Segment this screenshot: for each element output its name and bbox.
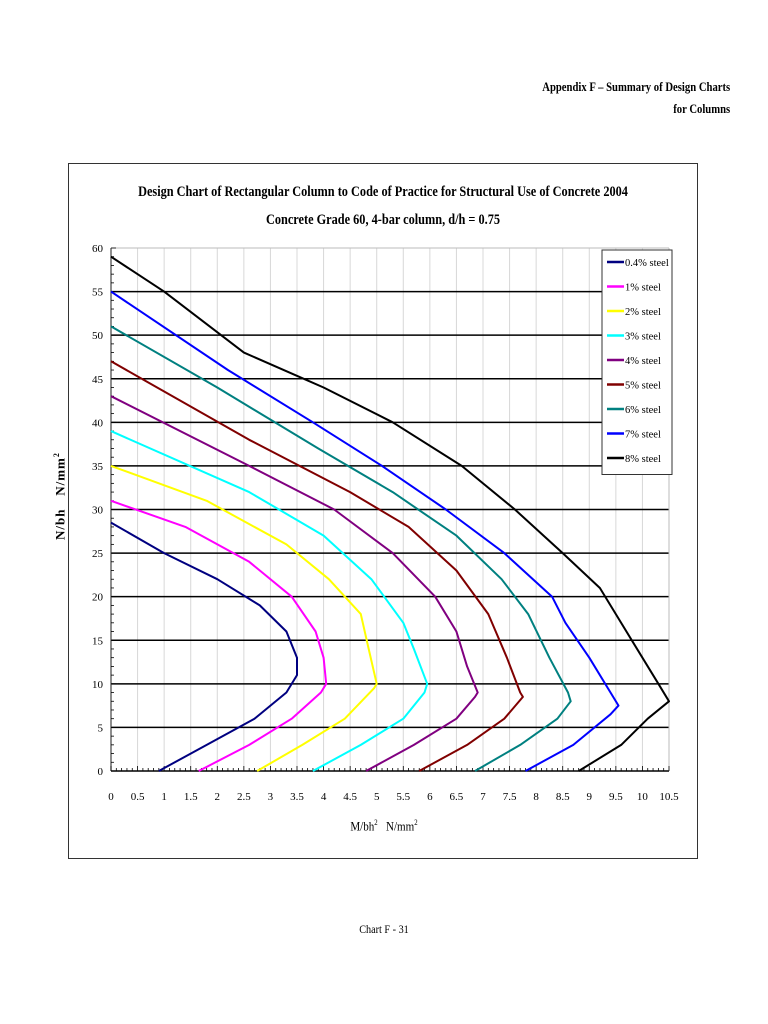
legend-label: 5% steel [625, 381, 661, 392]
x-tick-label: 8.5 [556, 791, 570, 803]
legend-label: 3% steel [625, 332, 661, 343]
x-tick-label: 3 [268, 791, 274, 803]
legend-label: 8% steel [625, 454, 661, 465]
series-line-4 [110, 395, 479, 772]
series-line-2 [110, 464, 378, 772]
y-tick-label: 50 [92, 330, 104, 342]
series-line-6 [110, 325, 572, 772]
x-tick-label: 6.5 [450, 791, 464, 803]
x-tick-label: 9 [587, 791, 593, 803]
x-tick-label: 0 [108, 791, 114, 803]
chart-frame [68, 163, 698, 859]
x-tick-label: 2 [215, 791, 221, 803]
x-tick-label: 10 [637, 791, 649, 803]
series-line-1 [110, 499, 328, 772]
y-tick-label: 60 [92, 243, 104, 255]
x-tick-label: 1 [161, 791, 167, 803]
horizontal-gridlines [111, 290, 669, 729]
y-tick-label: 35 [92, 461, 104, 473]
header-line-1: Appendix F – Summary of Design Charts [542, 79, 730, 94]
page-footer: Chart F - 31 [359, 922, 409, 936]
y-tick-label: 5 [98, 722, 104, 734]
x-tick-label: 0.5 [131, 791, 145, 803]
series-line-7 [110, 290, 620, 772]
series-line-0 [110, 521, 298, 772]
axis-ticks: 0 0.5 1 1.5 2 2.5 3 3.5 4 4.5 5 5.5 6 6.5 7 7.5 8 8.5 9 9.5… [92, 243, 679, 803]
y-tick-label: 0 [98, 766, 104, 778]
chart-title: Design Chart of Rectangular Column to Co… [138, 184, 628, 200]
x-tick-label: 4.5 [343, 791, 357, 803]
x-tick-label: 10.5 [659, 791, 679, 803]
x-tick-label: 3.5 [290, 791, 304, 803]
legend-label: 0.4% steel [625, 258, 669, 269]
header-line-2: for Columns [673, 101, 730, 116]
series-line-3 [110, 430, 429, 772]
data-series [110, 255, 670, 772]
chart-subtitle: Concrete Grade 60, 4-bar column, d/h = 0… [265, 212, 501, 228]
x-tick-label: 5.5 [396, 791, 410, 803]
y-tick-label: 15 [92, 635, 104, 647]
x-tick-label: 8 [533, 791, 539, 803]
x-tick-label: 1.5 [184, 791, 198, 803]
y-tick-label: 25 [92, 548, 104, 560]
series-line-8 [110, 255, 670, 772]
legend-label: 4% steel [625, 356, 661, 367]
x-tick-label: 2.5 [237, 791, 251, 803]
page-header: Appendix F – Summary of Design Charts fo… [542, 76, 730, 120]
y-tick-label: 40 [92, 417, 104, 429]
series-line-5 [110, 360, 524, 772]
legend-label: 1% steel [625, 283, 661, 294]
x-tick-label: 5 [374, 791, 380, 803]
x-tick-label: 9.5 [609, 791, 623, 803]
x-tick-label: 7.5 [503, 791, 517, 803]
legend-label: 2% steel [625, 307, 661, 318]
legend-label: 6% steel [625, 405, 661, 416]
y-axis-label: N/bh N/mm2 [52, 452, 68, 540]
x-axis-label: M/bh2 N/mm2 [350, 818, 418, 834]
legend-label: 7% steel [625, 430, 661, 441]
y-tick-label: 10 [92, 679, 104, 691]
x-tick-label: 4 [321, 791, 327, 803]
legend: 0.4% steel 1% steel 2% steel 3% steel 4% ste… [601, 249, 673, 475]
x-tick-label: 6 [427, 791, 433, 803]
y-tick-label: 45 [92, 374, 104, 386]
y-tick-label: 20 [92, 592, 104, 604]
y-tick-label: 55 [92, 287, 104, 299]
y-tick-label: 30 [92, 505, 104, 517]
x-tick-label: 7 [480, 791, 486, 803]
